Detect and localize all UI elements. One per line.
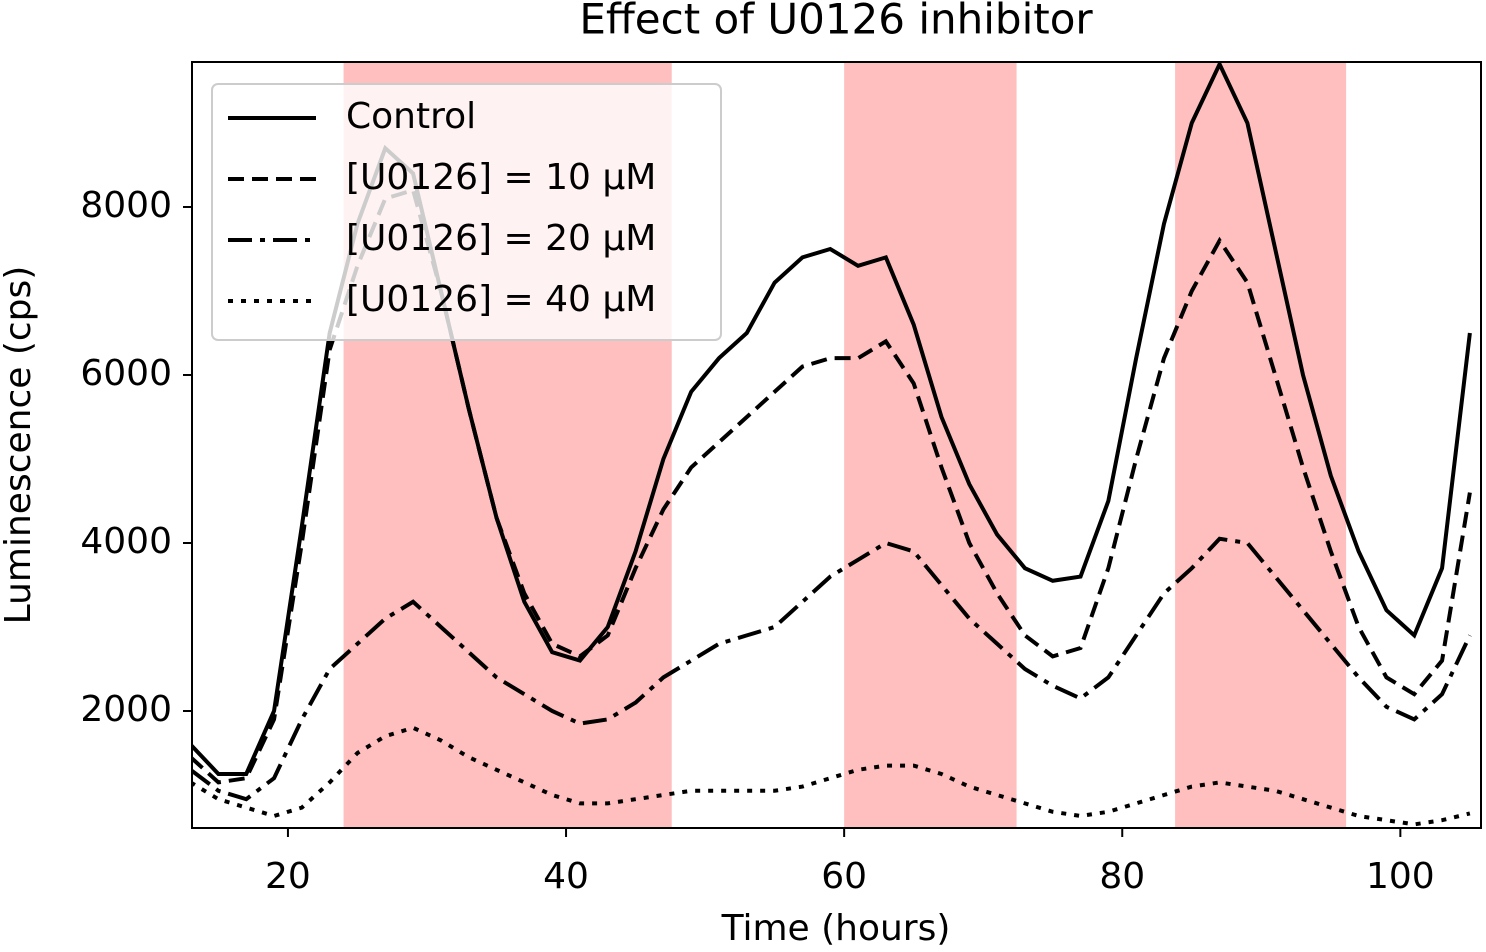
- data-line: [192, 536, 1472, 802]
- legend-label: [U0126] = 20 μM: [346, 218, 656, 259]
- legend-label: [U0126] = 10 μM: [346, 157, 656, 198]
- y-tick-label: 6000: [80, 353, 172, 394]
- legend-box: [211, 83, 722, 341]
- y-tick-label: 2000: [80, 689, 172, 730]
- x-tick-label: 80: [1099, 856, 1145, 897]
- legend-label: [U0126] = 40 μM: [346, 279, 656, 320]
- x-tick-label: 100: [1366, 856, 1435, 897]
- x-tick-label: 20: [265, 856, 311, 897]
- x-axis-label: Time (hours): [721, 908, 951, 949]
- plot-frame: [191, 61, 1482, 829]
- x-tick-label: 60: [821, 856, 867, 897]
- y-axis-label: Luminescence (cps): [0, 266, 39, 625]
- x-tick-label: 40: [543, 856, 589, 897]
- y-tick-label: 8000: [80, 185, 172, 226]
- shaded-region: [844, 62, 1017, 828]
- y-tick-label: 4000: [80, 521, 172, 562]
- chart-title: Effect of U0126 inhibitor: [579, 0, 1093, 44]
- data-line: [192, 725, 1471, 827]
- legend-label: Control: [346, 96, 476, 137]
